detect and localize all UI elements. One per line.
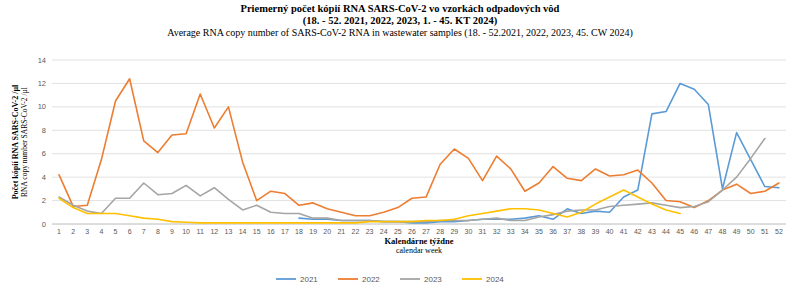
y-tick-label: 10	[38, 102, 46, 111]
x-tick-label: 13	[225, 228, 233, 235]
x-tick-label: 20	[323, 228, 331, 235]
y-tick-label: 8	[42, 126, 46, 135]
grid-line	[52, 130, 786, 131]
x-tick-label: 47	[704, 228, 712, 235]
grid-line	[52, 153, 786, 154]
x-tick-label: 8	[156, 228, 160, 235]
x-tick-label: 19	[309, 228, 317, 235]
grid-line	[52, 224, 786, 225]
x-tick-label: 32	[493, 228, 501, 235]
x-tick-label: 49	[733, 228, 741, 235]
x-tick-label: 26	[408, 228, 416, 235]
x-tick-label: 7	[142, 228, 146, 235]
x-tick-label: 44	[662, 228, 670, 235]
x-tick-label: 21	[337, 228, 345, 235]
plot-area	[59, 79, 779, 223]
grid-line	[52, 83, 786, 84]
legend-swatch	[462, 278, 482, 280]
background	[0, 0, 800, 292]
y-axis-label: Počet kópií RNA SARS-CoV-2 /µl	[11, 84, 20, 199]
x-tick-label: 14	[239, 228, 247, 235]
x-tick-label: 4	[99, 228, 103, 235]
y-tick-label: 4	[42, 173, 46, 182]
x-tick-label: 43	[648, 228, 656, 235]
x-tick-label: 12	[210, 228, 218, 235]
legend-label: 2023	[424, 275, 442, 284]
title: Priemerný počet kópií RNA SARS-CoV-2 vo …	[241, 3, 560, 14]
x-tick-label: 17	[281, 228, 289, 235]
y-tick-label: 14	[38, 56, 46, 65]
x-tick-label: 52	[775, 228, 783, 235]
x-tick-label: 45	[676, 228, 684, 235]
x-tick-label: 50	[747, 228, 755, 235]
grid-line	[52, 106, 786, 107]
x-axis	[52, 224, 786, 225]
x-tick-label: 24	[380, 228, 388, 235]
legend-swatch	[338, 278, 358, 280]
title: (18. - 52. 2021, 2022, 2023, 1. - 45. KT…	[303, 15, 498, 27]
x-tick-label: 30	[465, 228, 473, 235]
x-tick-label: 25	[394, 228, 402, 235]
x-tick-label: 16	[267, 228, 275, 235]
y-tick-label: 2	[42, 196, 46, 205]
x-tick-label: 39	[592, 228, 600, 235]
x-tick-label: 41	[620, 228, 628, 235]
x-tick-label: 34	[521, 228, 529, 235]
y-tick-label: 12	[38, 79, 46, 88]
x-tick-label: 31	[479, 228, 487, 235]
x-tick-label: 29	[450, 228, 458, 235]
x-tick-label: 40	[606, 228, 614, 235]
y-tick-label: 6	[42, 149, 46, 158]
x-tick-label: 28	[436, 228, 444, 235]
x-tick-label: 6	[128, 228, 132, 235]
y-axis-label: RNA copy number SARS-CoV-2 /µl	[20, 87, 29, 197]
x-tick-label: 3	[85, 228, 89, 235]
x-tick-label: 1	[57, 228, 61, 235]
legend-label: 2021	[300, 275, 318, 284]
x-tick-label: 46	[690, 228, 698, 235]
x-axis-label: calendar week	[396, 246, 442, 255]
x-tick-label: 38	[577, 228, 585, 235]
grid-line	[52, 177, 786, 178]
x-axis-label: Kalendárne týždne	[384, 236, 453, 246]
x-tick-label: 35	[535, 228, 543, 235]
x-tick-label: 51	[761, 228, 769, 235]
x-tick-label: 22	[352, 228, 360, 235]
chart: Priemerný počet kópií RNA SARS-CoV-2 vo …	[0, 0, 800, 292]
y-tick-label: 0	[42, 220, 46, 229]
series-line	[59, 138, 765, 221]
x-tick-label: 9	[170, 228, 174, 235]
x-tick-label: 48	[719, 228, 727, 235]
x-tick-label: 10	[182, 228, 190, 235]
x-tick-label: 33	[507, 228, 515, 235]
x-tick-label: 23	[366, 228, 374, 235]
legend-swatch	[400, 278, 420, 280]
x-tick-label: 15	[253, 228, 261, 235]
legend-swatch	[276, 278, 296, 280]
x-tick-label: 18	[295, 228, 303, 235]
x-tick-label: 2	[71, 228, 75, 235]
series-line	[59, 79, 779, 216]
x-tick-label: 37	[563, 228, 571, 235]
x-tick-label: 42	[634, 228, 642, 235]
subtitle: Average RNA copy number of SARS-CoV-2 RN…	[167, 27, 633, 39]
legend-label: 2022	[362, 275, 380, 284]
x-tick-label: 36	[549, 228, 557, 235]
x-tick-label: 11	[197, 228, 204, 235]
x-tick-label: 27	[422, 228, 430, 235]
legend-label: 2024	[486, 275, 504, 284]
grid-line	[52, 60, 786, 61]
series-line	[59, 190, 680, 223]
x-tick-label: 5	[114, 228, 118, 235]
